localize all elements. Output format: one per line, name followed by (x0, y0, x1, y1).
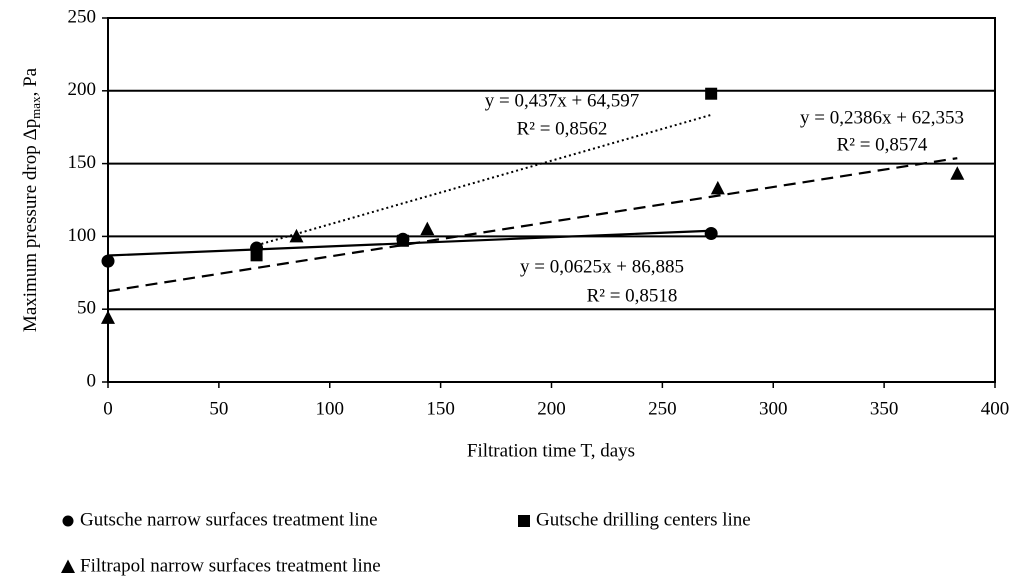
y-label-subscript: max (28, 96, 43, 119)
trendline (107, 157, 958, 293)
point (250, 249, 263, 262)
trend-equation: y = 0,0625x + 86,885 (520, 256, 684, 277)
legend-label: Gutsche narrow surfaces treatment line (80, 509, 378, 530)
trend-r-squared: R² = 0,8574 (837, 134, 928, 155)
legend-marker (62, 515, 74, 527)
y-axis-label: Maximum pressure drop Δpmax, Pa (20, 67, 43, 332)
y-tick-label: 200 (68, 79, 97, 100)
x-tick-label: 0 (103, 398, 113, 419)
legend-marker (518, 515, 530, 527)
x-tick-label: 50 (209, 398, 228, 419)
trend-r-squared: R² = 0,8518 (587, 285, 678, 306)
x-tick-label: 400 (981, 398, 1010, 419)
legend-label: Gutsche drilling centers line (536, 509, 751, 530)
trend-equation: y = 0,437x + 64,597 (485, 90, 639, 111)
y-label-suffix: , Pa (20, 67, 41, 96)
legend-label: Filtrapol narrow surfaces treatment line (80, 555, 381, 576)
trend-equation: y = 0,2386x + 62,353 (800, 107, 964, 128)
point (289, 228, 304, 243)
x-tick-label: 300 (759, 398, 788, 419)
point (101, 310, 115, 324)
y-tick-label: 150 (68, 152, 97, 173)
point (705, 87, 718, 100)
x-tick-label: 100 (316, 398, 345, 419)
y-tick-label: 0 (87, 370, 97, 391)
trend-r-squared: R² = 0,8562 (517, 118, 608, 139)
y-tick-label: 50 (77, 298, 96, 319)
x-tick-label: 150 (426, 398, 455, 419)
y-tick-label: 100 (68, 225, 97, 246)
point (710, 180, 725, 195)
x-tick-label: 250 (648, 398, 677, 419)
point (950, 166, 965, 180)
y-label-main: Maximum pressure drop Δp (20, 119, 41, 332)
plot-border (107, 17, 996, 383)
x-axis-label: Filtration time T, days (467, 440, 635, 461)
point (101, 254, 115, 268)
legend-marker (61, 559, 75, 573)
point (396, 234, 409, 247)
x-tick-label: 200 (537, 398, 566, 419)
point (420, 221, 435, 236)
trendline (256, 113, 712, 247)
y-tick-label: 250 (68, 6, 97, 27)
point (704, 226, 718, 240)
x-tick-label: 350 (870, 398, 899, 419)
